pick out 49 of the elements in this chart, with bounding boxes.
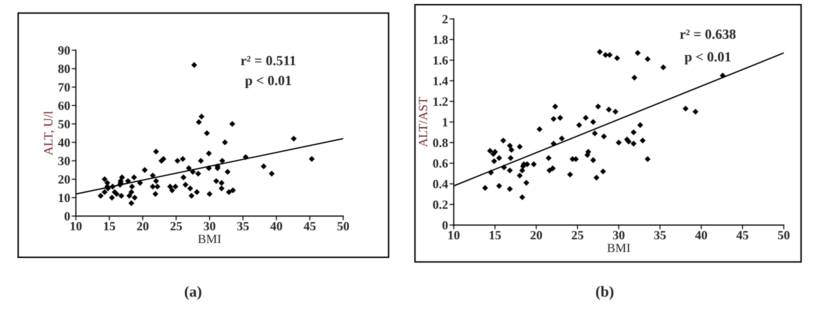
x-axis-title: BMI [607,244,630,252]
y-tick-label: 0.8 [433,138,448,148]
x-tick-label: 50 [337,222,349,230]
x-tick-label: 10 [448,230,460,240]
x-tick-label: 45 [304,222,316,230]
x-axis-title: BMI [198,234,221,244]
annotation: r² = 0.511 [240,56,296,66]
x-tick-label: 40 [695,230,708,240]
y-tick-label: 1.8 [434,36,448,44]
x-tick-label: 30 [612,230,625,240]
x-tick-label: 15 [490,231,501,240]
y-tick-label: 60 [58,102,70,110]
x-tick-label: 40 [270,222,282,230]
y-tick-label: 1 [442,118,448,126]
y-axis-title: ALT, U/l [44,111,54,156]
y-tick-label: 1.4 [434,76,448,86]
annotation: r² = 0.638 [680,30,736,39]
x-tick-label: 25 [170,222,182,230]
x-tick-label: 20 [530,230,542,240]
x-tick-label: 10 [70,222,82,230]
y-tick-label: 10 [58,194,70,202]
x-tick-label: 50 [778,230,790,240]
y-tick-label: 90 [58,46,70,55]
x-tick-label: 45 [736,231,748,240]
x-tick-label: 20 [137,222,148,230]
y-tick-label: 50 [58,120,70,128]
y-axis-title: ALT/AST [418,97,428,147]
x-tick-label: 35 [654,231,666,240]
annotation: p < 0.01 [245,76,292,88]
x-tick-label: 30 [204,222,216,230]
x-tick-label: 35 [237,222,249,230]
y-tick-label: 1.2 [434,97,448,106]
x-tick-label: 25 [572,231,584,240]
y-tick-label: 80 [58,64,70,74]
y-tick-label: 0 [64,212,70,221]
y-tick-label: 0.6 [433,159,448,168]
text: (b) [596,286,614,300]
y-tick-label: 1.6 [434,56,448,65]
y-tick-label: 0.4 [433,180,448,188]
y-tick-label: 40 [58,138,70,147]
y-tick-label: 20 [58,175,70,184]
y-tick-label: 0 [442,221,448,230]
annotation: p < 0.01 [684,52,731,64]
y-tick-label: 30 [58,156,70,166]
x-tick-label: 15 [104,222,116,230]
y-tick-label: 2 [442,14,448,24]
text: (a) [184,286,202,300]
y-tick-label: 0.2 [433,200,448,209]
y-tick-label: 70 [58,83,70,92]
